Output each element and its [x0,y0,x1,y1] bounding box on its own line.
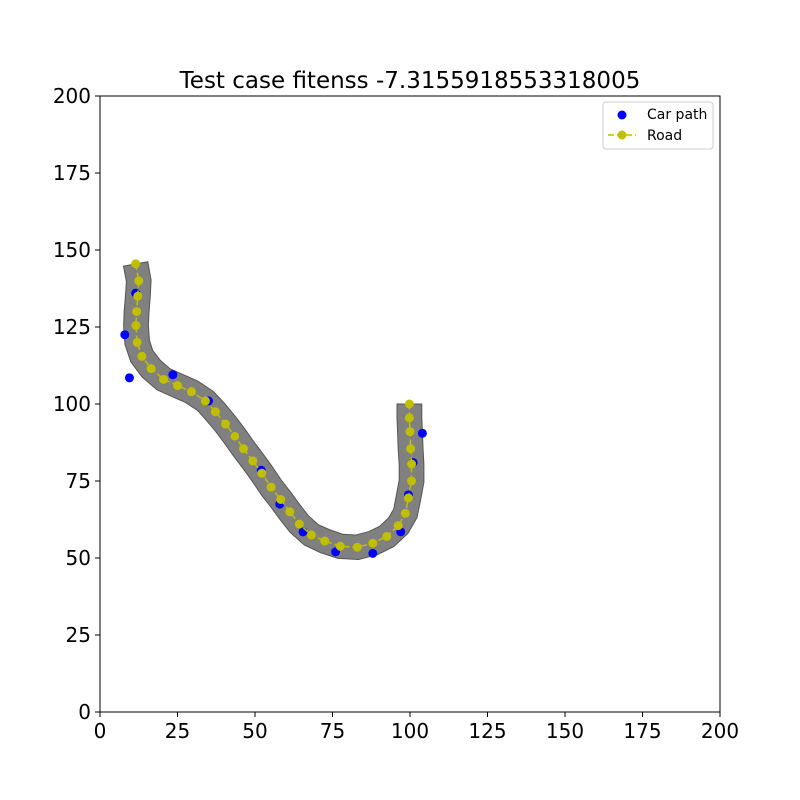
plot-area [120,259,427,561]
road-point [285,507,295,517]
road-point [404,413,414,423]
road-point [382,531,392,541]
y-tick-label: 150 [53,238,91,262]
road-point [276,494,286,504]
road-point [221,419,231,429]
road-point [132,337,142,347]
y-tick-label: 0 [78,700,91,724]
car-path-point [298,527,308,537]
road-point [159,374,169,384]
road-point [405,427,415,437]
road-point [368,538,378,548]
x-tick-label: 175 [623,719,661,743]
road-point [352,542,362,552]
road-point [239,444,249,454]
road-point [134,276,144,286]
x-tick-label: 125 [468,719,506,743]
x-tick-label: 75 [320,719,345,743]
road-point [230,431,240,441]
road-point [131,320,141,330]
y-tick-label: 50 [66,546,91,570]
y-tick-label: 100 [53,392,91,416]
x-tick-label: 0 [94,719,107,743]
legend-box [602,101,714,150]
road-point [248,456,258,466]
x-tick-label: 200 [701,719,739,743]
road-point [146,364,156,374]
car-path-point [168,370,178,380]
road-point [210,407,220,417]
road-point [294,519,304,529]
legend-label-road: Road [647,128,682,144]
chart-title: Test case fitenss -7.3155918553318005 [179,68,641,94]
legend-label-car-path: Car path [647,107,707,123]
road-surface [122,261,425,561]
road-point [257,468,267,478]
axis-ticks: 0 25 50 75 100 125 150 175 200 0 25 50 75 100 125 150 17… [53,84,739,743]
road-point [137,351,147,361]
road-point [400,508,410,518]
road-point [186,387,196,397]
road-point [406,444,416,454]
road-point [306,530,316,540]
road-point [404,399,414,409]
road-point [407,476,417,486]
legend: Car path Road [602,101,714,150]
y-tick-label: 125 [53,315,91,339]
road-point [393,521,403,531]
car-path-point [124,373,134,383]
road-point [132,307,142,317]
car-path-point [417,428,427,438]
road-point [133,291,143,301]
y-tick-label: 75 [66,469,91,493]
road-point [173,381,182,391]
road-point [131,259,141,269]
road-point [320,536,330,546]
car-path-point [120,330,130,340]
legend-marker-road [617,130,627,140]
y-tick-label: 25 [66,623,91,647]
legend-marker-car-path [617,110,627,120]
x-tick-label: 100 [391,719,429,743]
x-tick-label: 50 [242,719,267,743]
x-tick-label: 25 [165,719,190,743]
y-tick-label: 200 [53,84,91,108]
road-point [200,396,210,406]
y-tick-label: 175 [53,161,91,185]
car-path-point [368,548,378,558]
road-point [403,493,413,503]
road-point [266,482,276,492]
road-point [335,541,345,551]
road-point [407,459,417,469]
x-tick-label: 150 [546,719,584,743]
